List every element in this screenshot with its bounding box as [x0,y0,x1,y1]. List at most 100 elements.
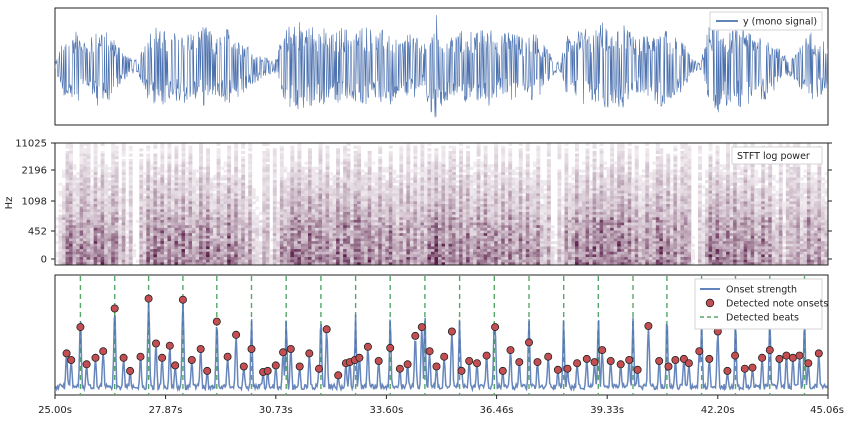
spectrogram-cell [251,238,256,242]
spectrogram-cell [430,233,435,237]
spectrogram-cell [167,249,172,253]
spectrogram-cell [86,214,91,218]
spectrogram-cell [286,217,291,221]
spectrogram-cell [360,251,365,255]
spectrogram-cell [293,198,298,202]
spectrogram-cell [128,177,133,181]
spectrogram-cell [234,145,239,149]
spectrogram-cell [325,227,330,231]
spectrogram-cell [241,172,246,176]
spectrogram-cell [128,190,133,194]
spectrogram-cell [202,227,207,231]
spectrogram-cell [487,185,492,189]
spectrogram-cell [399,164,404,168]
spectrogram-cell [76,241,80,245]
spectrogram-cell [332,243,337,247]
spectrogram-cell [283,169,288,173]
spectrogram-cell [227,153,232,157]
spectrogram-cell [462,251,467,255]
spectrogram-cell [156,257,161,261]
spectrogram-cell [174,201,179,205]
spectrogram-cell [420,219,425,223]
spectrogram-cell [206,211,210,216]
spectrogram-cell [385,246,390,250]
spectrogram-cell [174,166,179,170]
spectrogram-cell [177,201,182,205]
spectrogram-cell [97,225,102,229]
spectrogram-cell [248,211,253,216]
spectrogram-cell [248,262,253,265]
spectrogram-cell [111,180,116,184]
spectrogram-cell [209,257,214,261]
spectrogram-cell [336,164,340,168]
spectrogram-cell [462,230,467,234]
spectrogram-cell [311,209,316,213]
spectrogram-cell [343,217,348,221]
spectrogram-cell [388,219,393,223]
spectrogram-cell [272,198,277,202]
spectrogram-cell [494,219,499,223]
spectrogram-cell [381,243,386,247]
spectrogram-cell [209,243,214,247]
spectrogram-cell [177,174,182,178]
spectrogram-cell [62,201,66,205]
spectrogram-cell [307,185,312,189]
spectrogram-cell [511,262,516,265]
spectrogram-cell [487,257,492,261]
spectrogram-cell [93,230,98,234]
spectrogram-cell [452,164,456,168]
spectrogram-cell [107,172,112,176]
spectrogram-cell [378,233,383,237]
spectrogram-cell [423,246,428,250]
spectrogram-cell [69,169,73,173]
spectrogram-cell [430,204,435,208]
spectrogram-cell [508,148,513,152]
spectrogram-cell [480,257,485,261]
spectrogram-cell [146,164,151,168]
spectrogram-cell [114,217,119,221]
spectrogram-cell [385,217,390,221]
spectrogram-cell [448,214,453,218]
spectrogram-cell [100,188,105,192]
spectrogram-cell [437,164,442,168]
spectrogram-cell [79,185,84,189]
spectrogram-cell [437,249,442,253]
spectrogram-cell [420,227,425,231]
spectrogram-cell [199,214,203,218]
spectrogram-cell [128,148,133,152]
spectrogram-cell [83,211,88,216]
spectrogram-cell [427,238,432,242]
spectrogram-cell [357,259,362,263]
spectrogram-cell [241,190,246,194]
spectrogram-cell [406,188,411,192]
spectrogram-cell [364,209,369,213]
spectrogram-cell [90,246,95,250]
spectrogram-cell [511,188,516,192]
spectrogram-cell [213,254,218,258]
spectrogram-cell [227,177,232,181]
spectrogram-cell [128,153,133,157]
spectrogram-cell [430,235,435,239]
spectrogram-cell [86,259,91,263]
spectrogram-cell [445,249,449,253]
spectrogram-cell [65,241,70,245]
spectrogram-cell [216,198,221,202]
spectrogram-cell [307,211,312,216]
spectrogram-cell [300,196,305,200]
spectrogram-cell [466,211,471,216]
spectrogram-cell [241,257,246,261]
spectrogram-cell [374,219,379,223]
spectrogram-cell [293,219,298,223]
spectrogram-cell [279,217,284,221]
spectrogram-cell [269,227,274,231]
spectrogram-cell [170,217,175,221]
spectrogram-cell [339,227,344,231]
spectrogram-cell [430,198,435,202]
spectrogram-cell [72,225,77,229]
spectrogram-cell [343,150,348,155]
spectrogram-cell [353,169,358,173]
spectrogram-cell [318,257,323,261]
spectrogram-cell [402,262,407,265]
spectrogram-cell [420,177,425,181]
spectrogram-cell [315,177,319,181]
